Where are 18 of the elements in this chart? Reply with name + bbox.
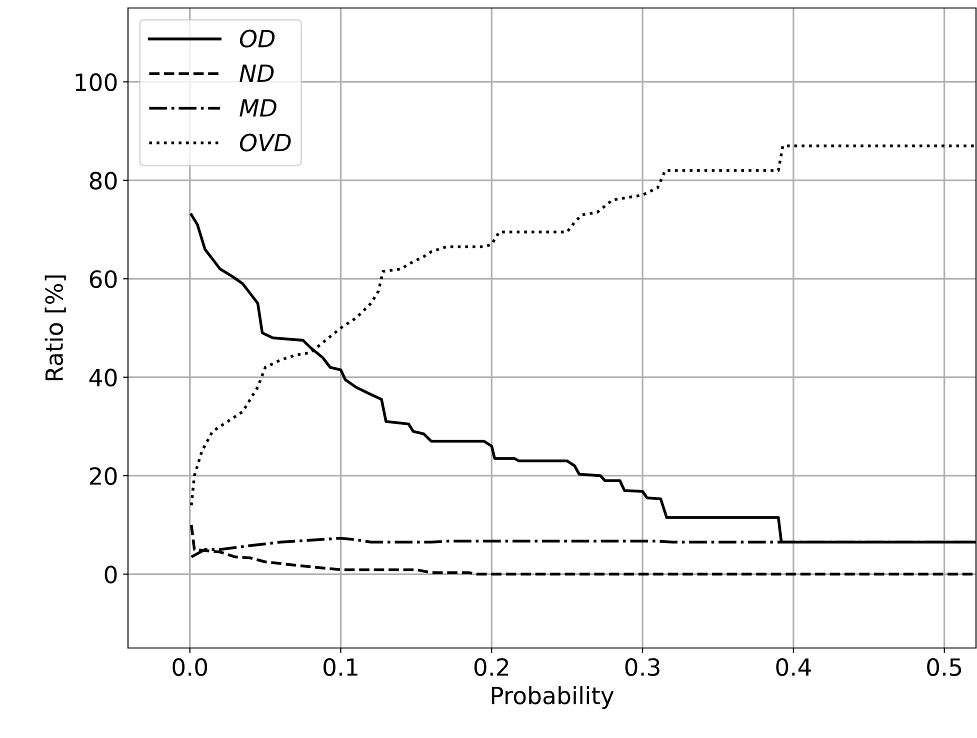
x-tick-label: 0.2	[474, 658, 508, 676]
x-tick-label: 0.5	[927, 658, 962, 676]
x-tick-label: 0.4	[776, 658, 811, 676]
y-tick-label: 20	[90, 467, 117, 485]
y-axis-title: Ratio [%]	[44, 276, 66, 380]
y-tick-label: 40	[89, 368, 117, 387]
x-tick-label: 0.1	[324, 658, 358, 676]
legend-label: ND	[240, 64, 274, 82]
y-tick-label: 60	[90, 270, 117, 288]
legend-label: OD	[240, 30, 275, 48]
legend-label: MD	[240, 99, 276, 117]
y-tick-label: 100	[76, 73, 117, 92]
x-tick-label: 0.0	[172, 658, 208, 676]
y-tick-label: 80	[90, 172, 117, 190]
legend-label: OVD	[240, 134, 291, 152]
y-tick-label: 0	[104, 566, 117, 584]
x-tick-label: 0.3	[625, 658, 660, 676]
x-axis-title: Probability	[492, 686, 614, 709]
